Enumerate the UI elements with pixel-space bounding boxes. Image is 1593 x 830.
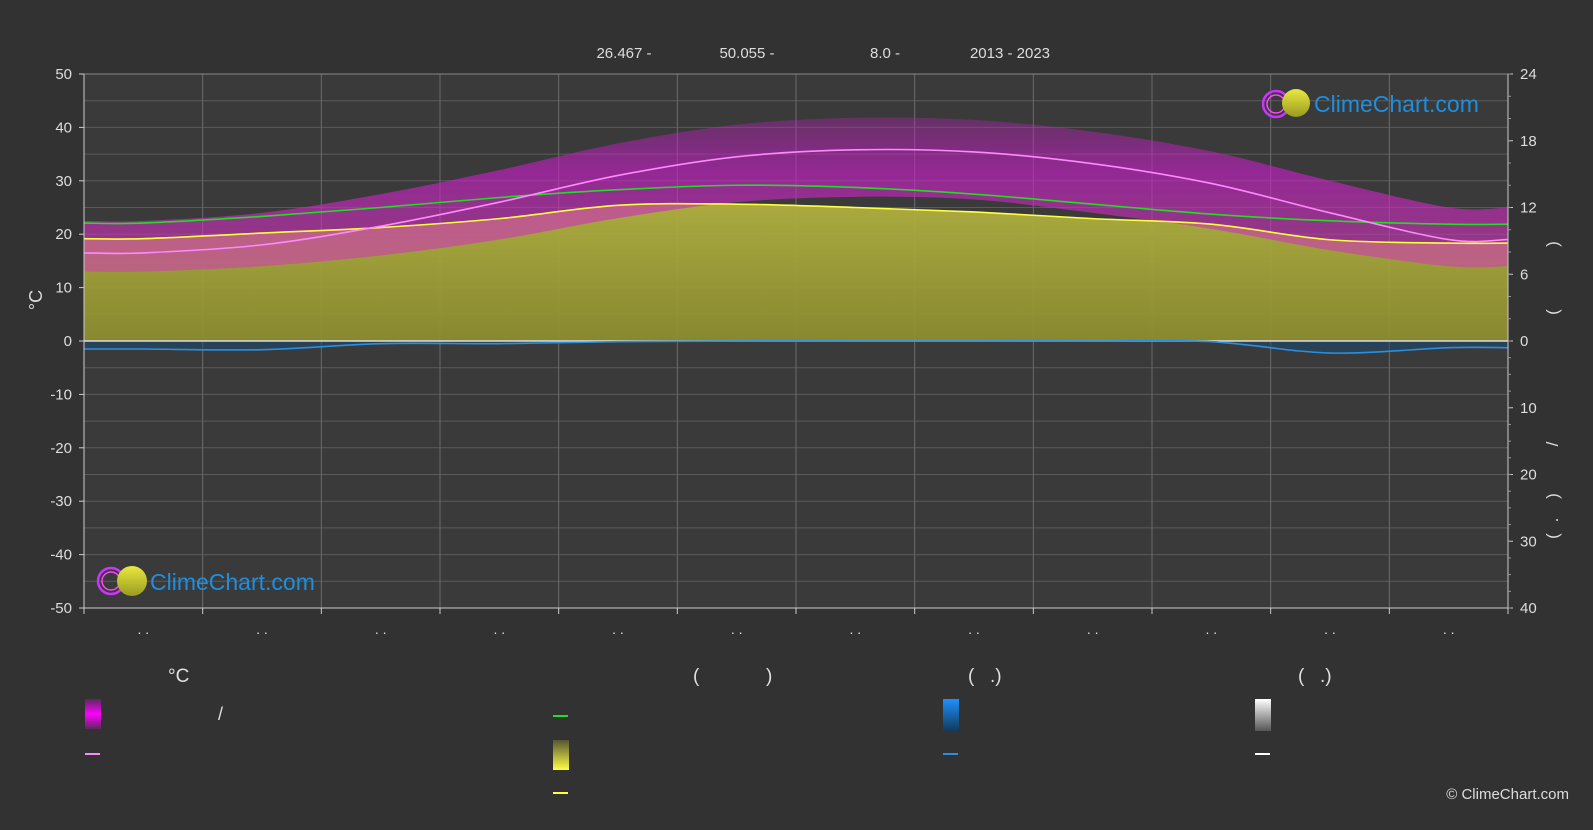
x-tick-label: . . xyxy=(612,621,624,637)
right-bottom-tick-label: 20 xyxy=(1520,467,1537,484)
x-tick-label: . . xyxy=(1087,621,1099,637)
left-tick-label: -20 xyxy=(50,440,72,457)
right-bottom-tick-label: 30 xyxy=(1520,533,1537,550)
right-axis-bottom-glyph-3: ) xyxy=(1543,493,1562,499)
legend-col2-title-right: ) xyxy=(766,666,773,687)
x-tick-label: . . xyxy=(137,621,149,637)
x-tick-label: . . xyxy=(1324,621,1336,637)
right-top-tick-label: 6 xyxy=(1520,266,1528,283)
left-tick-label: 50 xyxy=(55,66,72,83)
left-tick-label: -50 xyxy=(50,600,72,617)
right-bottom-tick-label: 40 xyxy=(1520,600,1537,617)
legend-sunshine-line xyxy=(553,792,568,794)
rain-line xyxy=(84,339,1508,354)
right-top-tick-label: 18 xyxy=(1520,133,1537,150)
left-tick-label: 30 xyxy=(55,173,72,190)
temperature-band xyxy=(84,117,1508,272)
legend-col4-title-left: ( xyxy=(1298,666,1305,687)
legend-rain-line xyxy=(943,753,958,755)
x-tick-label: . . xyxy=(849,621,861,637)
right-bottom-tick-label: 10 xyxy=(1520,400,1537,417)
x-tick-label: . . xyxy=(731,621,743,637)
x-tick-label: . . xyxy=(493,621,505,637)
legend-temp-band-swatch xyxy=(85,699,101,729)
legend-col4-title-right: .) xyxy=(1320,666,1332,687)
header-latitude: 26.467 - xyxy=(596,45,651,62)
x-tick-label: . . xyxy=(968,621,980,637)
legend-daylight-line xyxy=(553,715,568,717)
legend-snow-line xyxy=(1255,753,1270,755)
left-tick-label: 40 xyxy=(55,119,72,136)
right-axis-top-label: ) ( xyxy=(1543,241,1562,315)
right-axis-top-glyph-0: ( xyxy=(1543,309,1562,315)
left-tick-label: 10 xyxy=(55,280,72,297)
left-tick-label: -30 xyxy=(50,493,72,510)
legend-col2-title-left: ( xyxy=(693,666,700,687)
legend-sunshine-swatch xyxy=(553,740,569,770)
header-elevation: 8.0 - xyxy=(870,45,900,62)
x-tick-label: . . xyxy=(1205,621,1217,637)
legend-snow-swatch xyxy=(1255,699,1271,731)
left-tick-label: -10 xyxy=(50,386,72,403)
legend-col3-title-right: .) xyxy=(990,666,1002,687)
header-longitude: 50.055 - xyxy=(719,45,774,62)
right-top-tick-label: 12 xyxy=(1520,200,1537,217)
series-layer xyxy=(84,117,1508,354)
axes: 50 40 30 20 10 0 -10 -20 -30 -40 -50 24 18 12 6 0 10 20 30… xyxy=(50,66,1536,637)
logo-bottom-left: ClimeChart.com xyxy=(96,566,315,596)
right-axis-bottom-glyph-2: . xyxy=(1543,518,1562,523)
left-axis-label: °C xyxy=(26,290,46,310)
legend-rain-swatch xyxy=(943,699,959,731)
header-years: 2013 - 2023 xyxy=(970,45,1050,62)
logo-text-top: ClimeChart.com xyxy=(1314,91,1479,117)
x-tick-label: . . xyxy=(375,621,387,637)
right-axis-bottom-glyph-1: ( xyxy=(1543,533,1562,539)
legend-col3-title-left: ( xyxy=(968,666,975,687)
legend-temp-max-line xyxy=(85,753,100,755)
left-tick-label: 0 xyxy=(64,333,72,350)
logo-text-bottom: ClimeChart.com xyxy=(150,569,315,595)
logo-top-right: ClimeChart.com xyxy=(1261,89,1479,119)
logo-sun-icon xyxy=(117,566,147,596)
left-tick-label: 20 xyxy=(55,226,72,243)
sunshine-line xyxy=(84,202,1508,245)
temp-max-line xyxy=(84,148,1508,255)
right-top-tick-label: 0 xyxy=(1520,333,1528,350)
right-axis-bottom-label: / ) . ( xyxy=(1543,441,1562,538)
legend-col1-title: °C xyxy=(168,666,190,687)
daylight-line xyxy=(84,184,1508,226)
left-tick-label: -40 xyxy=(50,547,72,564)
right-top-tick-label: 24 xyxy=(1520,66,1537,83)
x-tick-label: . . xyxy=(1443,621,1455,637)
legend-col1-band-text: / xyxy=(218,704,224,724)
right-axis-top-glyph-1: ) xyxy=(1543,241,1562,247)
right-axis-bottom-glyph-0: / xyxy=(1543,441,1562,446)
logo-sun-icon xyxy=(1282,89,1310,117)
copyright: © ClimeChart.com xyxy=(1446,786,1569,803)
x-tick-label: . . xyxy=(256,621,268,637)
